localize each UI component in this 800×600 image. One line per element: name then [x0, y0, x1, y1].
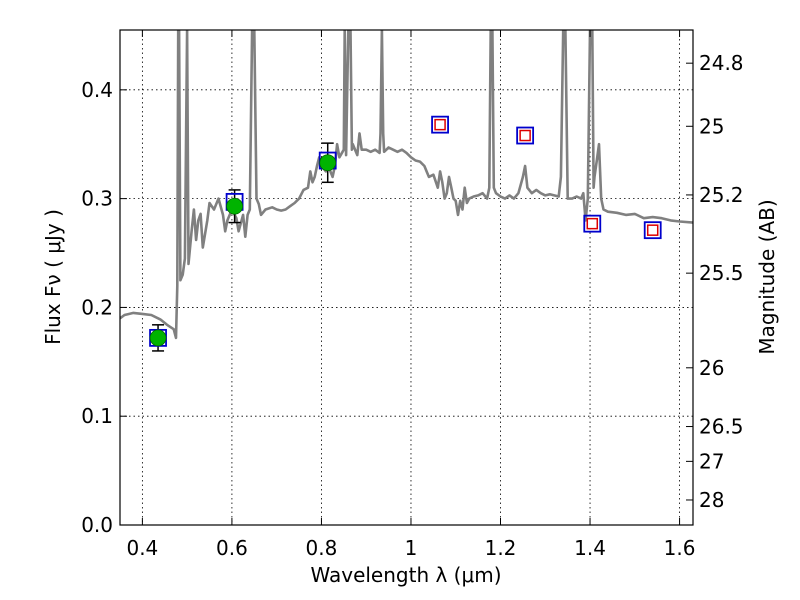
plot-frame	[119, 29, 694, 526]
axis-ticks	[120, 30, 693, 526]
marker-layer	[149, 115, 662, 352]
y-right-tick-label: 26.5	[699, 415, 744, 439]
observed-flux-point	[319, 154, 337, 172]
y-right-tick-label: 25.2	[699, 183, 744, 207]
sed-model-line	[120, 30, 693, 340]
tick-labels: 0.4 0.6 0.8 1 1.2 1.4 1.6 0.0 0.1 0.2 0.3 0.4 24.8 25…	[81, 51, 743, 560]
y-right-tick-label: 25.5	[699, 261, 744, 285]
observed-flux-point	[226, 197, 244, 215]
model-flux-square	[643, 221, 662, 240]
x-tick-label: 0.4	[126, 536, 158, 560]
y-right-tick-label: 24.8	[699, 51, 744, 75]
model-flux-square	[516, 126, 535, 145]
observed-flux-point	[149, 329, 167, 347]
x-tick-label: 0.6	[216, 536, 248, 560]
predicted-flux-square	[434, 118, 446, 131]
sed-line-layer	[120, 30, 693, 340]
x-tick-label: 1.6	[664, 536, 696, 560]
y-tick-label: 0.4	[81, 78, 113, 102]
y-right-tick-label: 28	[699, 488, 724, 512]
grid	[120, 30, 693, 526]
y-right-tick-label: 26	[699, 356, 724, 380]
predicted-flux-square	[646, 224, 659, 236]
x-axis-title: Wavelength λ (μm)	[310, 563, 501, 587]
model-flux-square	[431, 115, 449, 134]
y-right-tick-label: 25	[699, 114, 724, 138]
x-tick-label: 1	[405, 536, 418, 560]
y-axis-right-title: Magnitude (AB)	[755, 199, 779, 354]
x-tick-label: 1.2	[485, 536, 517, 560]
y-axis-title: Flux Fν ( μJy )	[41, 209, 65, 345]
x-tick-label: 1.4	[574, 536, 606, 560]
y-tick-label: 0.3	[81, 187, 113, 211]
predicted-flux-square	[586, 217, 599, 230]
x-tick-label: 0.8	[306, 536, 338, 560]
y-tick-label: 0.1	[81, 404, 113, 428]
model-flux-square	[583, 214, 602, 233]
y-tick-label: 0.2	[81, 295, 113, 319]
y-tick-label: 0.0	[81, 513, 113, 537]
predicted-flux-square	[519, 129, 531, 142]
y-right-tick-label: 27	[699, 449, 724, 473]
